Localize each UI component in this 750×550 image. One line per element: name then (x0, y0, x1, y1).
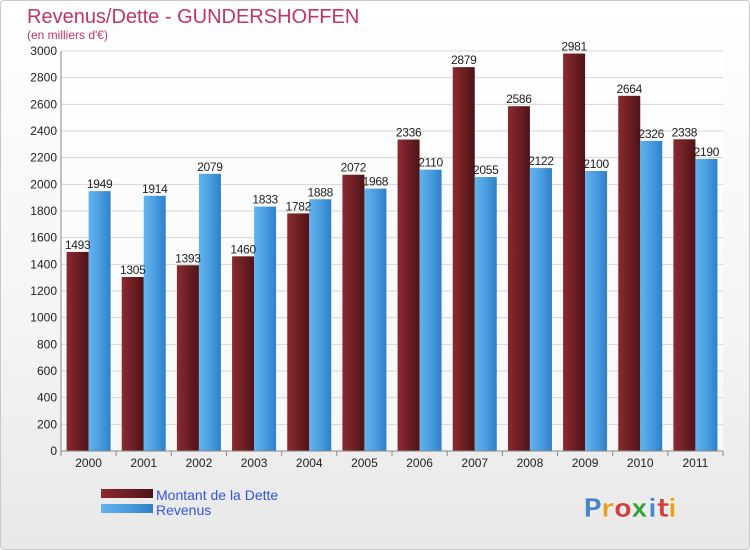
data-label: 2981 (561, 40, 587, 54)
y-tick-label: 1400 (30, 257, 57, 271)
bar-dette (563, 53, 586, 452)
bar-dette (507, 106, 530, 451)
bar-dette (342, 174, 365, 451)
bars (66, 53, 718, 452)
data-label: 2100 (583, 157, 609, 171)
bar-dette (397, 139, 420, 452)
y-tick-label: 0 (50, 444, 57, 458)
x-tick-label: 2003 (241, 456, 268, 470)
bar-revenus (419, 169, 442, 451)
x-tick-label: 2011 (683, 456, 709, 470)
x-tick-label: 2004 (296, 456, 323, 470)
data-label: 2336 (396, 126, 422, 140)
bar-dette (452, 67, 475, 451)
bar-revenus (529, 168, 552, 452)
data-label: 2586 (506, 92, 532, 106)
data-label: 1888 (308, 185, 334, 199)
bar-revenus (254, 206, 277, 451)
y-tick-label: 2800 (30, 71, 57, 85)
y-tick-label: 2400 (30, 124, 57, 138)
gridlines (61, 50, 723, 452)
bar-revenus (640, 140, 663, 451)
data-label: 2326 (639, 127, 665, 141)
x-tick-label: 2000 (75, 456, 102, 470)
bar-dette (673, 139, 696, 451)
data-labels: 1493 1949 1305 1914 1393 2079 1460 1833 17821888… (65, 40, 720, 277)
data-label: 1493 (65, 238, 91, 252)
data-label: 2664 (617, 82, 643, 96)
data-label: 1914 (142, 182, 168, 196)
axes: 0 200 400 600 800 1000 1200 1400 1600 1800 2000 220… (30, 44, 724, 470)
data-label: 1968 (363, 175, 389, 189)
bar-revenus (88, 191, 111, 451)
y-tick-label: 600 (37, 364, 57, 378)
bar-revenus (695, 159, 718, 451)
y-tick-label: 2600 (30, 97, 57, 111)
bar-revenus (309, 199, 332, 451)
chart-title: Revenus/Dette - GUNDERSHOFFEN (27, 6, 359, 28)
bar-revenus (143, 195, 166, 451)
plot-area (61, 51, 723, 451)
y-tick-label: 1600 (30, 231, 57, 245)
y-tick-label: 1800 (30, 204, 57, 218)
x-tick-label: 2009 (572, 456, 599, 470)
bar-revenus (474, 177, 497, 451)
data-label: 2072 (341, 161, 367, 175)
logo-letter: x (631, 494, 648, 524)
logo-letter: i (648, 494, 657, 524)
x-tick-label: 2002 (186, 456, 213, 470)
x-tick-label: 2005 (351, 456, 378, 470)
bar-dette (287, 213, 310, 451)
legend-swatch-dette (101, 489, 153, 498)
legend-label-dette: Montant de la Dette (156, 487, 278, 503)
bar-dette (66, 251, 89, 451)
logo-letter: P (583, 494, 602, 524)
data-label: 1393 (175, 251, 201, 265)
logo-letter: t (657, 494, 669, 524)
y-tick-label: 2000 (30, 177, 57, 191)
bar-dette (232, 256, 255, 451)
data-label: 2055 (473, 163, 499, 177)
legend-swatch-revenus (101, 504, 153, 513)
logo-letter: o (614, 494, 632, 524)
bar-dette (618, 95, 641, 452)
legend: Montant de la Dette Revenus (101, 487, 278, 518)
x-tick-label: 2008 (517, 456, 544, 470)
data-label: 1949 (87, 177, 113, 191)
y-tick-label: 2200 (30, 151, 57, 165)
y-tick-label: 1000 (30, 311, 57, 325)
y-tick-label: 1200 (30, 284, 57, 298)
data-label: 2879 (451, 53, 477, 67)
x-tick-label: 2010 (627, 456, 654, 470)
bar-revenus (364, 188, 387, 451)
bar-dette (121, 277, 144, 451)
proxiti-logo: Pr o x i ti (583, 494, 678, 525)
y-tick-label: 200 (37, 417, 57, 431)
bar-revenus (585, 171, 608, 451)
x-tick-label: 2001 (130, 456, 157, 470)
data-label: 2190 (694, 145, 720, 159)
bar-revenus (198, 173, 221, 452)
data-label: 2122 (528, 154, 554, 168)
x-tick-label: 2006 (406, 456, 433, 470)
data-label: 1460 (230, 242, 256, 256)
y-tick-label: 3000 (30, 44, 57, 58)
data-label: 2338 (672, 125, 698, 139)
legend-label-revenus: Revenus (156, 502, 211, 518)
data-label: 2079 (197, 160, 223, 174)
bar-dette (176, 265, 199, 451)
logo-letter: r (601, 494, 614, 524)
data-label: 2110 (418, 156, 443, 170)
x-tick-label: 2007 (461, 456, 488, 470)
data-label: 1782 (286, 199, 312, 213)
chart-subtitle: (en milliers d'€) (27, 28, 108, 42)
y-tick-label: 800 (37, 337, 57, 351)
y-tick-label: 400 (37, 391, 57, 405)
logo-letter: i (668, 494, 677, 524)
data-label: 1305 (120, 263, 146, 277)
data-label: 1833 (252, 193, 278, 207)
